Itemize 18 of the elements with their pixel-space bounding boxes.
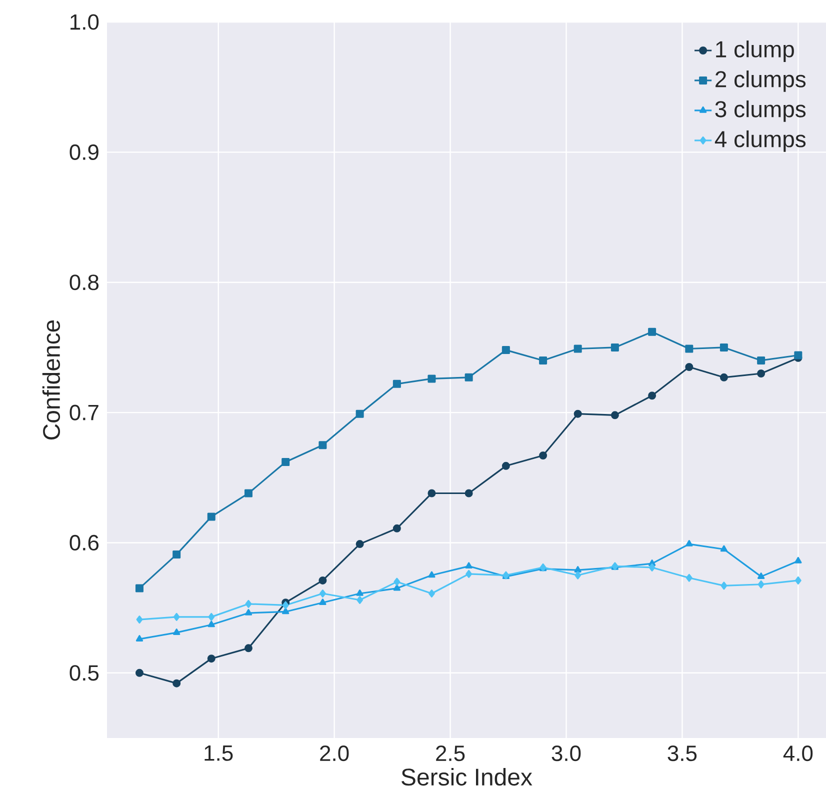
x-tick-label: 1.5 — [204, 746, 233, 761]
y-tick-label: 0.6 — [70, 534, 99, 551]
legend-label: 4 clumps — [714, 130, 806, 152]
x-tick-label: 2.5 — [436, 746, 465, 762]
x-tick-label: 3.5 — [668, 746, 697, 762]
x-axis-title: Sersic Index — [402, 768, 532, 786]
legend-label: 2 clumps — [716, 70, 806, 92]
x-tick-label: 4.0 — [783, 746, 813, 762]
y-axis-title: Confidence — [42, 320, 60, 440]
legend-label: 3 clumps — [715, 100, 806, 122]
y-tick-label: 0.5 — [70, 665, 99, 681]
legend-label: 1 clump — [716, 40, 794, 62]
y-tick-label: 0.7 — [70, 404, 98, 420]
y-tick-label: 0.8 — [70, 274, 99, 290]
x-tick-label: 3.0 — [552, 746, 581, 762]
y-tick-label: 1.0 — [70, 14, 99, 30]
x-tick-label: 2.0 — [320, 746, 349, 762]
y-tick-label: 0.9 — [70, 144, 98, 160]
